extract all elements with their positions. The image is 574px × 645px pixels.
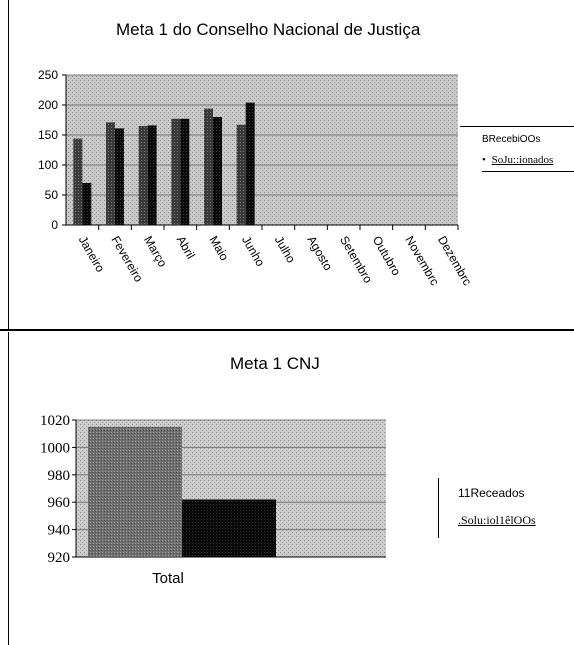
chart-1-plot-area	[66, 75, 458, 225]
legend-1-entry-solucionados: • SoJu::ionados	[482, 154, 553, 166]
bar-brecebioos-abril	[171, 118, 181, 225]
chart-1-ytick-label: 200	[38, 98, 58, 112]
chart-1-xtick-label: Março	[141, 234, 170, 270]
chart-panel-1: Meta 1 do Conselho Nacional de Justiça 0…	[8, 0, 574, 330]
chart-1-ytick-label: 0	[51, 218, 58, 232]
chart-2-ytick-label: 1000	[40, 440, 70, 456]
chart-2-legend: 11Receados .Solu:iol1êlOOs	[438, 470, 568, 538]
legend-2-left-line	[438, 478, 439, 538]
bar-brecebioos-janeiro	[73, 138, 83, 225]
chart-1-xtick-label: Setembro	[337, 234, 375, 286]
legend-1-label-solucionados: SoJu::ionados	[491, 154, 554, 166]
chart-2-ytick-label: 1020	[40, 413, 70, 429]
bar-brecebioos-junho	[236, 124, 246, 225]
chart-2-svg: 920 940 960 980 1000 1020 Total	[40, 413, 386, 587]
chart-1-xtick-label: Julho	[272, 234, 299, 266]
chart-1-ytick-label: 100	[38, 158, 58, 172]
bar-solu-iol1-loos-total	[182, 499, 276, 557]
bar-brecebioos-maio	[204, 108, 213, 225]
legend-1-entry-recebidos: BRecebiOOs	[482, 134, 541, 145]
chart-1-ytick-label: 50	[45, 188, 59, 202]
legend-1-bullet: •	[482, 154, 486, 166]
bar-soju-ionados-mar-o	[147, 125, 157, 225]
bar-soju-ionados-fevereiro	[115, 128, 124, 225]
legend-1-bottom-line	[482, 171, 574, 172]
chart-1-xtick-label: Abril	[174, 234, 198, 262]
chart-1-xtick-label: Junho	[239, 234, 268, 270]
chart-1-xtick-label: Fevereiro	[108, 234, 146, 285]
chart-1-xtick-label: Janeiro	[76, 234, 108, 275]
chart-2-xtick-label: Total	[152, 570, 184, 587]
chart-1-legend: BRecebiOOs • SoJu::ionados	[460, 118, 574, 178]
legend-2-entry-solucionados: .Solu:iol1êlOOs	[458, 513, 536, 527]
left-border-top	[8, 0, 9, 330]
bar-soju-ionados-maio	[213, 117, 222, 225]
legend-2-entry-recebidos: 11Receados	[458, 486, 525, 500]
chart-2-ytick-label: 940	[48, 523, 71, 539]
bar-soju-ionados-janeiro	[82, 183, 92, 225]
legend-1-top-line	[460, 126, 574, 127]
chart-2-ytick-label: 920	[48, 550, 71, 566]
chart-1-ytick-label: 250	[38, 68, 58, 82]
bar-brecebioos-mar-o	[138, 126, 148, 225]
chart-2-ytick-label: 980	[48, 468, 71, 484]
bar-soju-ionados-abril	[180, 118, 190, 225]
chart-1-title: Meta 1 do Conselho Nacional de Justiça	[116, 20, 421, 39]
left-border-bottom	[8, 332, 9, 645]
chart-1-xtick-label: Agosto	[304, 234, 335, 274]
divider-line	[0, 329, 574, 331]
bar-11receados-total	[88, 426, 182, 557]
chart-1-ytick-label: 150	[38, 128, 58, 142]
bar-soju-ionados-junho	[245, 102, 255, 225]
chart-2-ytick-label: 960	[48, 495, 71, 511]
chart-1-xtick-label: Maio	[206, 234, 231, 264]
chart-panel-2: Meta 1 CNJ 920 940 960 980 1000 1020 Total 11R…	[8, 332, 574, 645]
chart-1-xtick-label: Outubro	[370, 234, 404, 279]
chart-2-title: Meta 1 CNJ	[230, 354, 320, 373]
bar-brecebioos-fevereiro	[106, 122, 115, 225]
